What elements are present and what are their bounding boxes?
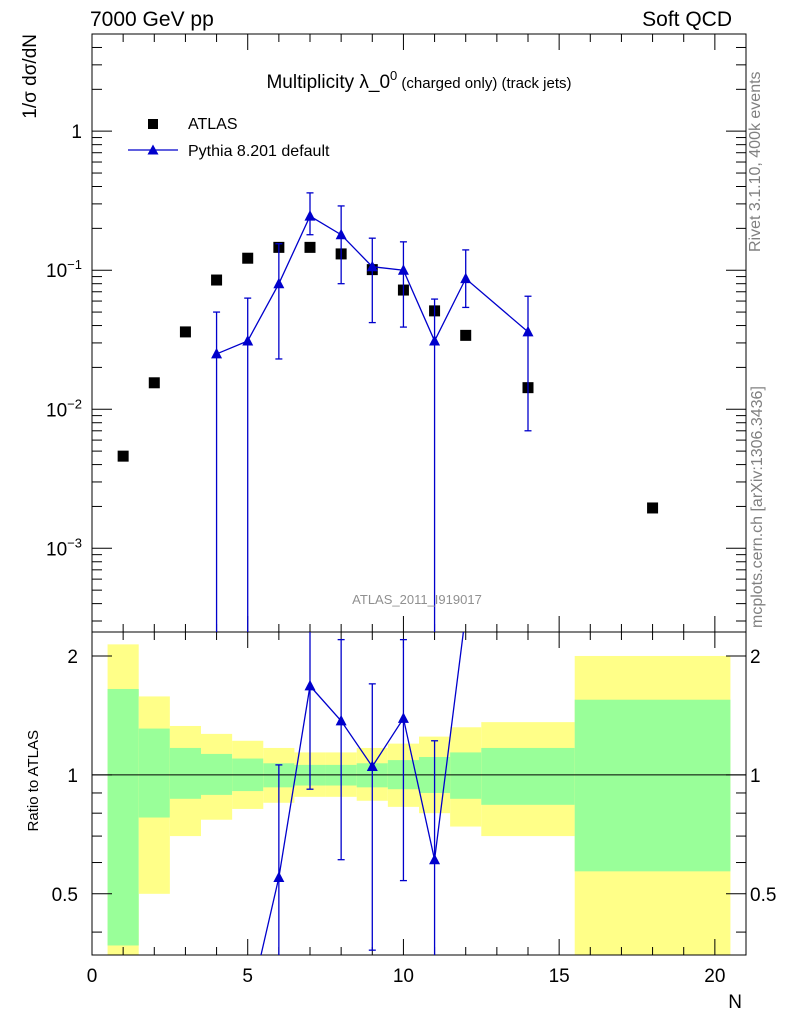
pythia-point (460, 272, 472, 284)
legend-pythia-marker (147, 144, 159, 155)
legend: ATLAS Pythia 8.201 default (128, 116, 330, 160)
header-left-label: 7000 GeV pp (90, 8, 214, 31)
ratio-point (397, 712, 409, 723)
pythia-point (366, 260, 378, 272)
ratio-band-green-12 (481, 747, 575, 805)
y-tick-label: 10−1 (46, 257, 82, 282)
legend-atlas-label: ATLAS (188, 116, 238, 133)
ratio-band-green-0 (107, 688, 139, 946)
x-tick-label: 0 (87, 966, 98, 987)
pythia-point (211, 347, 223, 359)
ratio-band-green-11 (450, 752, 482, 799)
ratio-series-group (260, 632, 465, 955)
pythia-point (335, 228, 347, 240)
ratio-y-axis-label: Ratio to ATLAS (25, 730, 42, 831)
pythia-point (304, 210, 316, 221)
ratio-point (429, 853, 441, 865)
ratio-band-green-13 (574, 699, 731, 872)
x-tick-label: 5 (242, 966, 253, 987)
x-tick-label: 10 (393, 966, 414, 987)
ratio-tick-label-right: 1 (750, 766, 761, 787)
y-tick-label: 1 (71, 122, 82, 143)
ratio-point (366, 760, 378, 772)
chart-title: Multiplicity λ_00 (charged only) (track … (266, 68, 571, 93)
ratio-band-green-2 (169, 747, 201, 799)
ratio-tick-label-left: 2 (67, 647, 78, 668)
y-axis-label: 1/σ dσ/dN (20, 34, 41, 119)
ratio-tick-label-left: 0.5 (52, 885, 78, 906)
analysis-tag: ATLAS_2011_I919017 (352, 592, 482, 607)
y-tick-label: 10−2 (46, 396, 82, 421)
atlas-point (117, 450, 129, 462)
ratio-bands (107, 644, 731, 955)
ratio-point (335, 714, 347, 726)
atlas-point (242, 252, 254, 264)
pythia-point (429, 334, 441, 346)
atlas-point (148, 377, 160, 389)
ratio-series (260, 632, 465, 955)
x-tick-label: 15 (549, 966, 570, 987)
ratio-frame (91, 631, 747, 956)
pythia-line (216, 215, 529, 355)
ratio-point (304, 679, 316, 691)
legend-pythia-label: Pythia 8.201 default (188, 143, 330, 160)
mc-series (211, 192, 534, 632)
ratio-point (273, 871, 285, 882)
ratio-band-green-1 (138, 728, 170, 818)
x-axis-label: N (728, 992, 742, 1013)
pythia-point (397, 264, 409, 275)
ratio-tick-label-left: 1 (67, 766, 78, 787)
pythia-point (273, 277, 285, 289)
atlas-point (647, 502, 659, 514)
data-points (117, 241, 659, 514)
atlas-point (211, 274, 223, 286)
header-right-label: Soft QCD (642, 8, 732, 31)
axis-ticks: 0 5 10 15 20 1 10−1 10−2 10−3 0.5 0.5 1 1 2 2 (46, 33, 776, 987)
ratio-tick-label-right: 2 (750, 647, 761, 668)
legend-atlas-marker (148, 119, 158, 129)
atlas-point (179, 326, 191, 338)
atlas-point (460, 329, 472, 341)
pythia-point (242, 334, 254, 346)
atlas-point (304, 241, 316, 253)
pythia-point (522, 325, 534, 337)
x-tick-label: 20 (704, 966, 725, 987)
y-tick-label: 10−3 (46, 535, 82, 560)
plot-frames (91, 33, 747, 956)
ratio-tick-label-right: 0.5 (750, 885, 776, 906)
